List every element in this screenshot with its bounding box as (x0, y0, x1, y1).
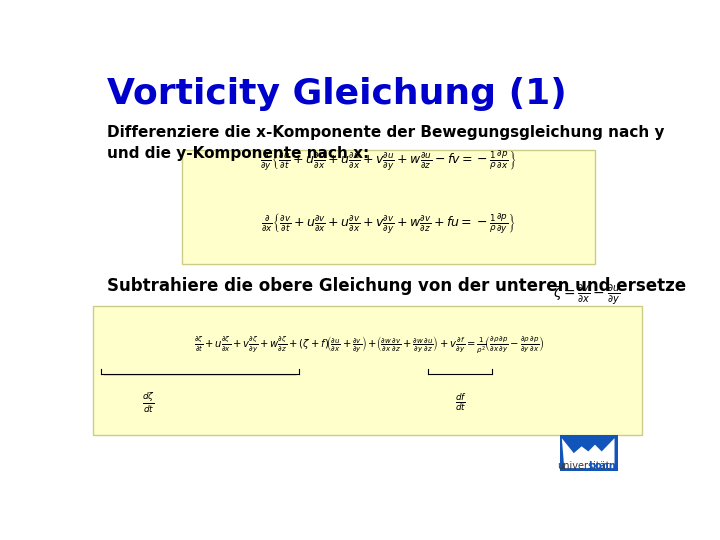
FancyBboxPatch shape (182, 150, 595, 265)
Text: $\frac{\partial}{\partial y}\left\{\frac{\partial u}{\partial t}+u\frac{\partial: $\frac{\partial}{\partial y}\left\{\frac… (261, 148, 517, 173)
Text: Differenziere die x-Komponente der Bewegungsgleichung nach y: Differenziere die x-Komponente der Beweg… (107, 125, 665, 140)
Text: $\frac{df}{dt}$: $\frac{df}{dt}$ (455, 391, 467, 413)
Text: $\frac{\partial \zeta}{\partial t}+u\frac{\partial \zeta}{\partial x}+v\frac{\pa: $\frac{\partial \zeta}{\partial t}+u\fra… (194, 335, 544, 356)
FancyBboxPatch shape (560, 435, 618, 471)
Polygon shape (562, 438, 615, 468)
Text: bonn: bonn (588, 462, 616, 471)
Text: Subtrahiere die obere Gleichung von der unteren und ersetze: Subtrahiere die obere Gleichung von der … (107, 277, 686, 295)
Text: universität: universität (557, 462, 611, 471)
Text: $\frac{\partial}{\partial x}\left\{\frac{\partial v}{\partial t}+u\frac{\partial: $\frac{\partial}{\partial x}\left\{\frac… (261, 211, 516, 236)
Text: und die y-Komponente nach x:: und die y-Komponente nach x: (107, 146, 369, 161)
Text: $\zeta=\frac{\partial v}{\partial x}-\frac{\partial u}{\partial y}$: $\zeta=\frac{\partial v}{\partial x}-\fr… (553, 283, 621, 307)
Text: $\frac{d\zeta}{dt}$: $\frac{d\zeta}{dt}$ (143, 391, 155, 415)
Text: Vorticity Gleichung (1): Vorticity Gleichung (1) (107, 77, 567, 111)
FancyBboxPatch shape (93, 306, 642, 435)
